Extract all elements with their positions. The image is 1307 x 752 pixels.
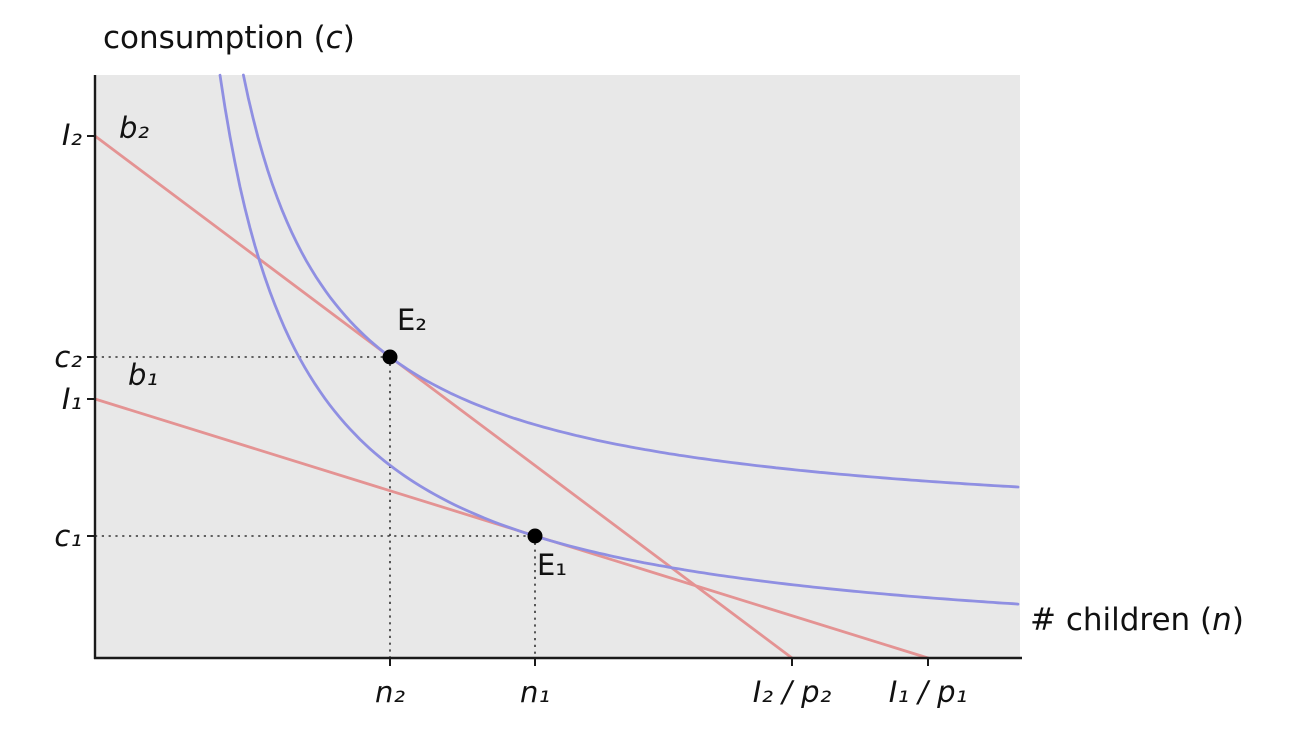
y-tick-label-I1: I₁	[61, 382, 82, 416]
indifference-curve-u1	[218, 73, 1020, 606]
budget-line-label-b1: b₁	[128, 358, 159, 392]
equilibrium-label-E1: E₁	[537, 548, 567, 582]
budget-line-label-b2: b₂	[119, 111, 150, 145]
equilibrium-point-E1	[527, 528, 543, 544]
y-axis-title-text: consumption (	[103, 20, 326, 56]
y-axis-title-close: )	[342, 20, 355, 56]
y-tick-label-c1: c₁	[54, 519, 82, 553]
indifference-curve-u2	[242, 73, 1020, 489]
x-axis-title-variable: n	[1212, 602, 1232, 638]
y-tick-label-c2: c₂	[54, 340, 82, 374]
plot-background	[95, 75, 1020, 658]
y-tick-label-I2: I₂	[61, 118, 82, 152]
equilibrium-point-E2	[382, 349, 398, 365]
x-axis-title: # children (n)	[1030, 602, 1244, 638]
x-tick-label-n1: n₁	[519, 675, 550, 709]
y-axis-title-variable: c	[325, 20, 343, 56]
x-axis-title-text: # children (	[1030, 602, 1213, 638]
budget-line-b2	[93, 134, 794, 660]
y-axis-title: consumption (c)	[103, 20, 355, 56]
equilibrium-label-E2: E₂	[397, 303, 427, 337]
x-tick-label-I1p1: I₁ / p₁	[888, 675, 968, 709]
x-tick-label-n2: n₂	[374, 675, 405, 709]
x-tick-label-I2p2: I₂ / p₂	[752, 675, 832, 709]
x-axis-title-close: )	[1231, 602, 1244, 638]
